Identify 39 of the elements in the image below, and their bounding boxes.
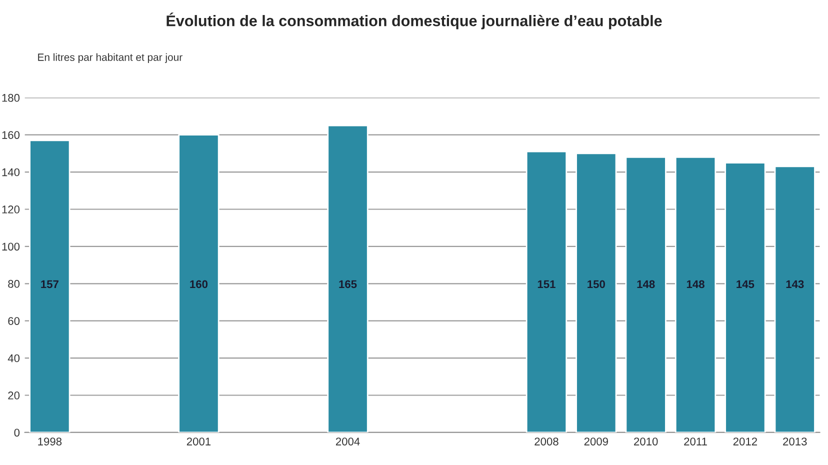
chart-title: Évolution de la consommation domestique journalière d’eau potable (166, 12, 662, 30)
bar (576, 152, 617, 432)
data-label: 145 (736, 280, 754, 288)
x-tick-label: 2004 (336, 438, 360, 446)
y-tick-label: 100 (2, 242, 20, 251)
y-tick-label: 60 (8, 317, 20, 325)
bar (327, 124, 368, 432)
bar (29, 140, 70, 432)
x-tick-label: 2001 (186, 438, 211, 446)
x-tick-label: 2013 (783, 438, 807, 446)
bar (625, 156, 666, 432)
x-tick-label: 1998 (38, 438, 62, 446)
y-tick-label: 120 (2, 206, 20, 214)
bar (774, 166, 816, 432)
y-tick-label: 160 (2, 131, 20, 139)
y-tick-label: 40 (8, 354, 20, 362)
data-label: 150 (588, 280, 605, 288)
x-tick-label: 2009 (584, 438, 608, 446)
y-tick-label: 180 (2, 94, 20, 102)
data-label: 151 (538, 280, 556, 288)
x-tick-label: 2010 (634, 438, 658, 446)
y-tick-label: 20 (8, 392, 20, 400)
data-label: 157 (41, 280, 58, 288)
x-tick-label: 2012 (733, 438, 757, 446)
data-label: 148 (637, 280, 655, 288)
y-tick-label: 0 (14, 428, 20, 437)
bar (526, 150, 568, 432)
y-tick-label: 80 (8, 280, 20, 288)
data-label: 148 (686, 280, 704, 288)
bar (724, 162, 766, 432)
data-label: 165 (339, 280, 357, 288)
y-tick-label: 140 (2, 168, 20, 176)
data-label: 143 (786, 280, 804, 288)
data-label: 160 (190, 280, 208, 288)
y-axis-title: En litres par habitant et par jour (38, 53, 182, 63)
bar (178, 134, 220, 432)
x-tick-label: 2008 (534, 438, 558, 446)
bar (674, 156, 716, 432)
x-tick-label: 2011 (684, 438, 707, 446)
